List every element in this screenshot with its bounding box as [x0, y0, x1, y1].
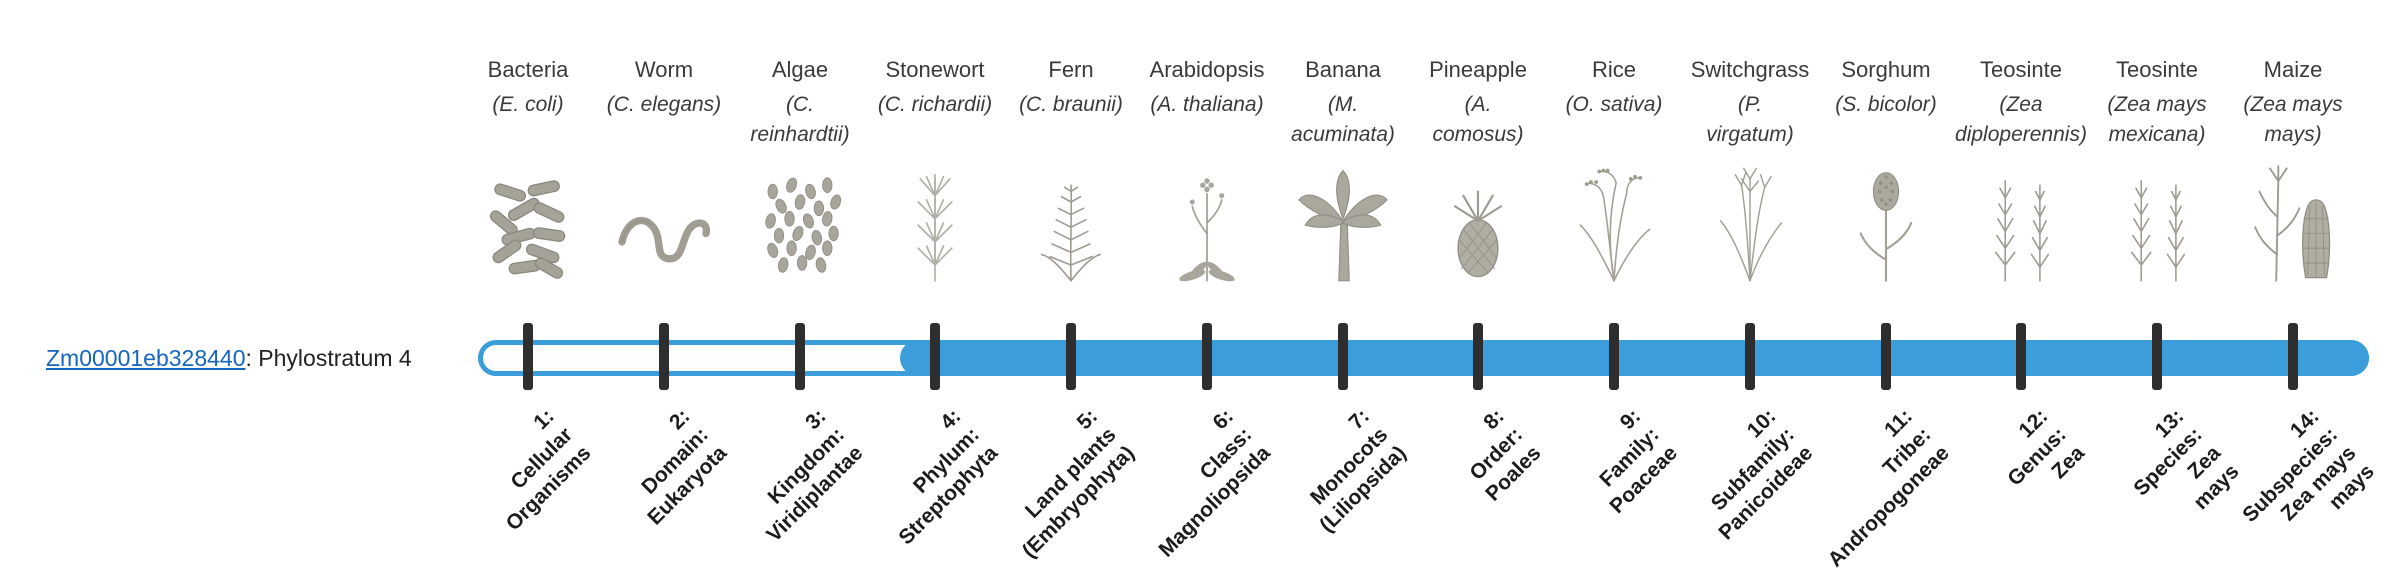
bacteria-illustration [472, 160, 584, 286]
organism-scientific-name: (E. coli) [492, 93, 564, 116]
phylostratum-tick-label: 6: Class: Magnoliopsida [1154, 404, 1275, 562]
organism-common-name: Bacteria [487, 57, 569, 82]
organism-common-name: Teosinte [2116, 57, 2198, 82]
phylostratum-tick-label: 9: Family: Poaceae [1595, 404, 1682, 519]
worm-illustration [608, 160, 720, 286]
organism-column: Rice (O. sativa) 9: Family: Poaceae [1534, 56, 1694, 518]
teosinte-illustration [2101, 160, 2213, 286]
phylostratum-tick [795, 323, 805, 390]
teosinte-illustration [1965, 160, 2077, 286]
stonewort-illustration [879, 160, 991, 286]
phylostratum-tick-label: 8: Order: Poales [1465, 404, 1546, 506]
phylostratum-tick-label: 5: Land plants (Embryophyta) [1017, 404, 1139, 563]
organism-common-name: Worm [634, 57, 694, 82]
organism-scientific-name: (Zea mays mays) [2243, 93, 2343, 146]
organism-scientific-name: (O. sativa) [1565, 93, 1663, 116]
organism-common-name: Rice [1591, 57, 1636, 82]
organism-scientific-name: (C. reinhardtii) [750, 93, 850, 146]
phylostratum-tick-label: 4: Phylum: Streptophyta [894, 404, 1003, 550]
organism-scientific-name: (Zea diploperennis) [1955, 93, 2087, 146]
algae-illustration [744, 160, 856, 286]
phylostratum-tick-label: 3: Kingdom: Viridiplantae [762, 404, 868, 547]
phylostratum-tick [1881, 323, 1891, 390]
organism-column: Teosinte (Zea diploperennis) 12: Genus: … [1941, 56, 2101, 491]
gene-phylostratum-text: : Phylostratum 4 [245, 345, 412, 371]
banana-illustration [1287, 160, 1399, 286]
phylostratum-tick-label: 11: Tribe: Andropogoneae [1823, 404, 1954, 572]
organism-scientific-name: (C. braunii) [1019, 93, 1123, 116]
organism-column: Switchgrass (P. virgatum) 10: Subfamily:… [1670, 56, 1830, 544]
gene-id-link[interactable]: Zm00001eb328440 [46, 345, 246, 371]
organism-column: Arabidopsis (A. thaliana) 6: Class: Magn… [1127, 56, 1287, 562]
organism-column: Sorghum (S. bicolor) 11: Tribe: Andropog… [1806, 56, 1966, 572]
organism-common-name: Teosinte [1980, 57, 2062, 82]
organism-column: Worm (C. elegans) 2: Domain: Eukaryota [584, 56, 744, 530]
maize-illustration [2237, 160, 2349, 286]
arabidopsis-illustration [1151, 160, 1263, 286]
organism-scientific-name: (C. elegans) [606, 93, 722, 116]
organism-common-name: Pineapple [1429, 57, 1527, 82]
phylostratum-tick [2016, 323, 2026, 390]
organism-column: Maize (Zea mays mays) 14: Subspecies: Ze… [2213, 56, 2380, 527]
organism-common-name: Maize [2263, 57, 2323, 82]
organism-scientific-name: (S. bicolor) [1835, 93, 1937, 116]
phylostratum-tick [1745, 323, 1755, 390]
rice-illustration [1558, 160, 1670, 286]
gene-label: Zm00001eb328440: Phylostratum 4 [46, 344, 412, 372]
organism-common-name: Banana [1305, 57, 1381, 82]
organism-scientific-name: (C. richardii) [877, 93, 993, 116]
phylostratum-tick [930, 323, 940, 390]
phylostratum-tick-label: 14: Subspecies: Zea mays mays [2238, 404, 2380, 527]
organism-common-name: Arabidopsis [1149, 57, 1265, 82]
organism-common-name: Algae [771, 57, 829, 82]
phylostratum-tick [2152, 323, 2162, 390]
organism-scientific-name: (M. acuminata) [1291, 93, 1395, 146]
organism-scientific-name: (Zea mays mexicana) [2107, 93, 2207, 146]
organism-column: Bacteria (E. coli) 1: Cellular Organisms [448, 56, 608, 535]
phylostratum-tick [659, 323, 669, 390]
organism-column: Banana (M. acuminata) 7: Monocots (Lilio… [1263, 56, 1423, 537]
phylostratum-tick [1202, 323, 1212, 390]
organism-scientific-name: (A. thaliana) [1150, 93, 1264, 116]
phylostratum-tick [1066, 323, 1076, 390]
organism-column: Teosinte (Zea mays mexicana) 13: Species… [2077, 56, 2243, 514]
phylostratum-tick-label: 7: Monocots (Liliopsida) [1305, 404, 1411, 537]
organism-column: Pineapple (A. comosus) 8: Order: Poales [1398, 56, 1558, 506]
phylostratum-tick-label: 1: Cellular Organisms [501, 404, 596, 536]
organism-column: Fern (C. braunii) 5: Land plants (Embryo… [991, 56, 1151, 563]
organism-common-name: Sorghum [1841, 57, 1931, 82]
sorghum-illustration [1830, 160, 1942, 286]
organism-column: Algae (C. reinhardtii) 3: Kingdom: Virid… [720, 56, 880, 547]
organism-scientific-name: (P. virgatum) [1706, 93, 1794, 146]
organism-common-name: Fern [1048, 57, 1094, 82]
phylostratum-tick [2288, 323, 2298, 390]
phylostratum-tick [523, 323, 533, 390]
phylostratum-tick-label: 2: Domain: Eukaryota [637, 404, 732, 530]
phylostratum-tick [1609, 323, 1619, 390]
fern-illustration [1015, 160, 1127, 286]
phylostrata-bar-filled [900, 340, 2369, 376]
organism-common-name: Switchgrass [1690, 57, 1810, 82]
switchgrass-illustration [1694, 160, 1806, 286]
phylostratum-tick-label: 12: Genus: Zea [2002, 404, 2089, 491]
organism-column: Stonewort (C. richardii) 4: Phylum: Stre… [855, 56, 1015, 549]
phylostratum-tick-label: 13: Species: Zea mays [2129, 404, 2244, 515]
phylostratum-tick [1473, 323, 1483, 390]
pineapple-illustration [1422, 160, 1534, 286]
organism-scientific-name: (A. comosus) [1432, 93, 1524, 146]
organism-common-name: Stonewort [885, 57, 985, 82]
phylostratum-tick [1338, 323, 1348, 390]
